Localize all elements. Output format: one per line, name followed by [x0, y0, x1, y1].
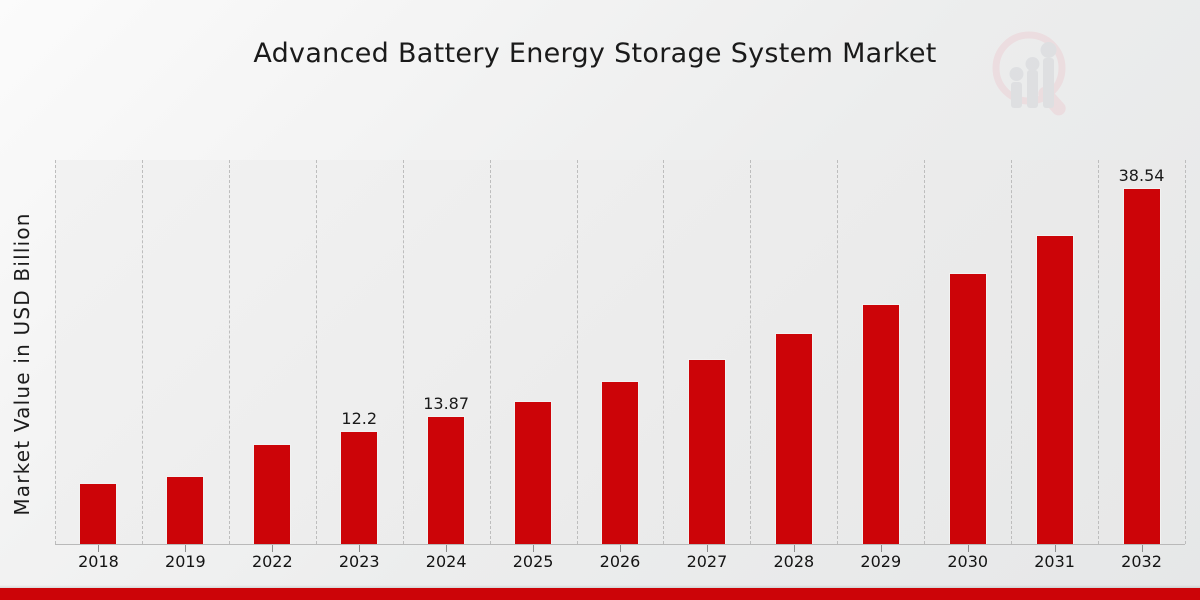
bar-2019[interactable] [166, 475, 205, 544]
bar-value-label-2024: 13.87 [423, 393, 470, 413]
brand-logo [985, 28, 1081, 124]
x-tick-mark-2029 [880, 545, 882, 552]
x-tick-label-2026: 2026 [599, 552, 641, 571]
x-tick-label-2028: 2028 [773, 552, 815, 571]
bar-chart-icon [1009, 42, 1057, 108]
x-tick-label-2022: 2022 [251, 552, 293, 571]
x-tick-mark-2026 [620, 545, 621, 552]
x-tick-label-2018: 2018 [78, 552, 119, 571]
x-tick-mark-2030 [967, 545, 969, 552]
bar-2022[interactable] [253, 444, 292, 544]
footer-accent-strip [0, 588, 1200, 600]
x-tick-mark-2027 [706, 545, 708, 552]
x-tick-label-2032: 2032 [1121, 552, 1162, 571]
x-tick-mark-2024 [446, 545, 448, 552]
gridline [837, 160, 839, 544]
y-axis-title: Market Value in USD Billion [10, 212, 34, 516]
x-tick-label-2029: 2029 [860, 552, 902, 571]
chart-title: Advanced Battery Energy Storage System M… [253, 38, 937, 69]
plot-area [55, 160, 1187, 545]
x-tick-mark-2018 [98, 545, 100, 552]
bar-2023[interactable] [340, 431, 379, 544]
x-tick-mark-2032 [1141, 545, 1143, 552]
bar-2025[interactable] [514, 400, 553, 544]
x-tick-label-2027: 2027 [686, 552, 728, 571]
gridline [141, 160, 144, 544]
gridline [750, 160, 752, 544]
gridline [402, 160, 405, 544]
x-tick-label-2023: 2023 [338, 552, 380, 571]
bar-2018[interactable] [79, 483, 118, 544]
x-tick-label-2025: 2025 [512, 552, 554, 571]
bar-2031[interactable] [1035, 234, 1074, 544]
gridline [663, 160, 665, 544]
bar-2027[interactable] [687, 359, 726, 544]
gridline [489, 160, 492, 544]
bar-value-label-2032: 38.54 [1118, 166, 1165, 186]
x-tick-mark-2022 [272, 545, 274, 552]
bar-2030[interactable] [948, 272, 987, 544]
gridline [1011, 160, 1013, 544]
x-tick-label-2024: 2024 [425, 552, 467, 571]
bar-2029[interactable] [861, 303, 900, 544]
bar-2024[interactable] [427, 415, 466, 544]
x-tick-mark-2031 [1054, 545, 1056, 552]
bar-2028[interactable] [774, 332, 813, 544]
x-tick-label-2019: 2019 [165, 552, 206, 571]
bar-value-label-2023: 12.2 [341, 409, 378, 429]
gridline [55, 160, 57, 544]
gridline [1098, 160, 1100, 544]
gridline [315, 160, 318, 544]
bar-2026[interactable] [601, 380, 639, 544]
x-tick-mark-2028 [793, 545, 795, 552]
gridline [228, 160, 231, 544]
footer-strip-shadow [0, 585, 1200, 588]
x-tick-label-2031: 2031 [1034, 552, 1075, 571]
gridline [924, 160, 926, 544]
x-tick-mark-2019 [185, 545, 187, 552]
x-tick-mark-2023 [359, 545, 361, 552]
gridline [576, 160, 579, 544]
gridline [1185, 160, 1187, 544]
x-tick-label-2030: 2030 [947, 552, 989, 571]
x-tick-mark-2025 [533, 545, 535, 552]
bar-2032[interactable] [1122, 188, 1161, 544]
